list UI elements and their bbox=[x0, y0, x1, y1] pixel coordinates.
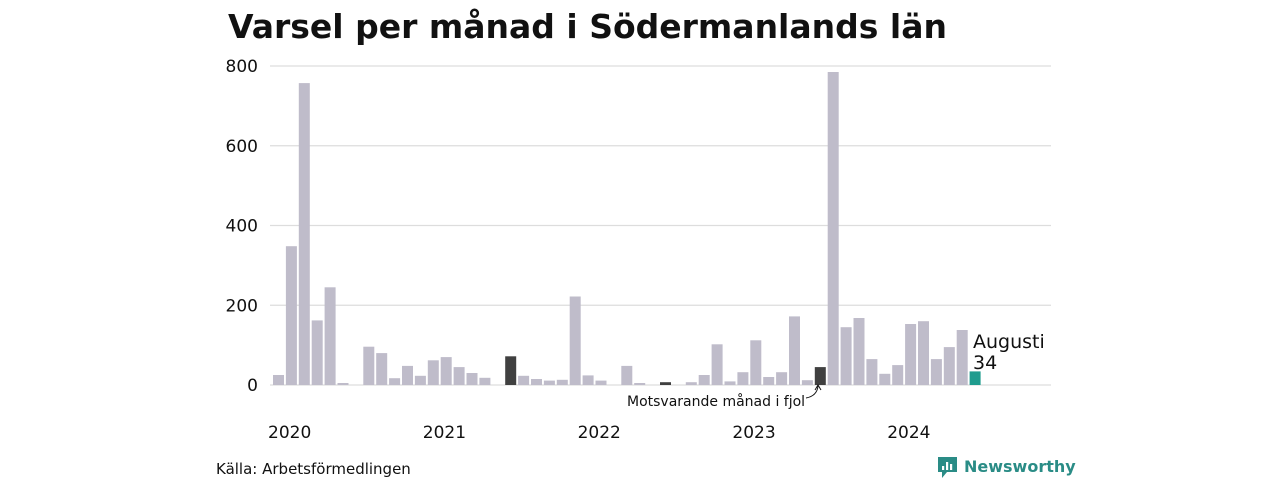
x-tick-label: 2024 bbox=[887, 423, 930, 443]
gridlines bbox=[270, 65, 1051, 386]
annotation-arrowhead bbox=[814, 384, 822, 391]
bar bbox=[298, 83, 310, 385]
bar bbox=[311, 320, 323, 385]
x-tick-label: 2023 bbox=[732, 423, 775, 443]
bar bbox=[505, 356, 517, 385]
bar bbox=[582, 375, 594, 385]
bar bbox=[892, 365, 904, 385]
y-tick-label: 600 bbox=[226, 137, 258, 157]
bar bbox=[789, 316, 800, 385]
bar bbox=[285, 246, 297, 385]
y-tick-label: 200 bbox=[226, 296, 258, 316]
latest-month-label: Augusti bbox=[973, 331, 1045, 353]
newsworthy-logo: Newsworthy bbox=[938, 457, 1076, 478]
x-axis: 2020 2021 2022 2023 2024 bbox=[268, 423, 930, 443]
bar bbox=[776, 372, 788, 385]
bar bbox=[801, 380, 813, 385]
bar bbox=[969, 371, 981, 385]
bar bbox=[685, 382, 697, 385]
bar bbox=[273, 375, 284, 385]
source-label: Källa: Arbetsförmedlingen bbox=[216, 460, 411, 478]
chart-title: Varsel per månad i Södermanlands län bbox=[228, 7, 947, 46]
bar bbox=[698, 375, 710, 385]
bar bbox=[943, 347, 955, 385]
bar bbox=[453, 367, 465, 385]
x-tick-label: 2022 bbox=[578, 423, 621, 443]
bar bbox=[363, 346, 375, 385]
bar bbox=[376, 353, 388, 385]
bar bbox=[324, 287, 336, 385]
bar bbox=[866, 359, 878, 385]
bars bbox=[273, 72, 981, 385]
y-axis: 0 200 400 600 800 bbox=[226, 57, 258, 396]
annotation-arrow bbox=[805, 385, 819, 399]
bar bbox=[827, 72, 839, 385]
bar bbox=[711, 344, 723, 385]
y-tick-label: 400 bbox=[226, 217, 258, 237]
bar bbox=[389, 378, 401, 385]
x-tick-label: 2021 bbox=[423, 423, 466, 443]
annotation-label: Motsvarande månad i fjol bbox=[627, 393, 805, 410]
bar bbox=[814, 367, 826, 385]
bar bbox=[466, 373, 478, 385]
bar bbox=[660, 382, 671, 385]
latest-value-label: 34 bbox=[973, 352, 997, 374]
bar bbox=[724, 381, 736, 385]
bar bbox=[402, 365, 413, 385]
bar bbox=[918, 321, 929, 385]
bar bbox=[853, 318, 865, 385]
x-tick-label: 2020 bbox=[268, 423, 311, 443]
bar bbox=[479, 377, 491, 385]
brand-name: Newsworthy bbox=[964, 457, 1076, 476]
bar bbox=[569, 296, 581, 385]
bar bbox=[440, 357, 452, 385]
bar bbox=[543, 380, 555, 385]
bar bbox=[427, 360, 439, 385]
bar bbox=[763, 377, 775, 385]
bar bbox=[414, 375, 426, 385]
bar bbox=[879, 373, 891, 385]
y-tick-label: 0 bbox=[247, 376, 258, 396]
bar bbox=[737, 372, 749, 385]
bar bbox=[531, 379, 542, 385]
bar bbox=[634, 383, 646, 385]
bar bbox=[518, 375, 530, 385]
bar bbox=[905, 324, 917, 385]
bar bbox=[840, 327, 852, 385]
bar bbox=[956, 330, 968, 385]
y-tick-label: 800 bbox=[226, 57, 258, 77]
bar bbox=[556, 379, 568, 385]
bar bbox=[337, 383, 349, 385]
bar bbox=[930, 359, 942, 385]
bar bbox=[621, 365, 633, 385]
bar bbox=[595, 380, 607, 385]
bar bbox=[750, 340, 762, 385]
